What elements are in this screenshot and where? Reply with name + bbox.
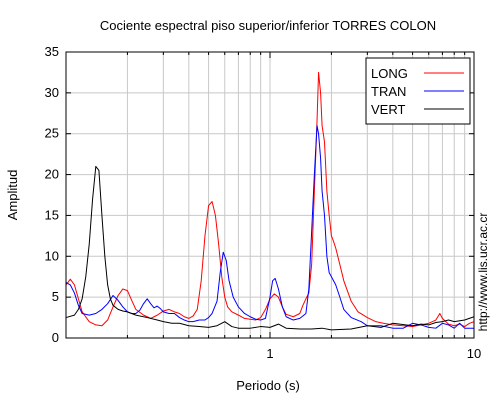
- legend-label-tran: TRAN: [371, 84, 406, 99]
- x-tick-label: 10: [467, 346, 481, 361]
- y-tick-label: 10: [45, 248, 59, 263]
- y-tick-label: 15: [45, 207, 59, 222]
- y-tick-label: 20: [45, 167, 59, 182]
- chart-title: Cociente espectral piso superior/inferio…: [100, 18, 436, 33]
- y-tick-label: 0: [52, 330, 59, 345]
- y-tick-label: 30: [45, 85, 59, 100]
- y-tick-label: 25: [45, 126, 59, 141]
- series-line-tran: [65, 125, 474, 329]
- axes: 0 5 10 15 20 25 30 35 1 10: [45, 44, 482, 361]
- x-axis-label: Periodo (s): [236, 378, 300, 393]
- legend: LONG TRAN VERT: [365, 57, 471, 125]
- y-axis-label: Amplitud: [5, 170, 20, 221]
- y-tick-label: 5: [52, 289, 59, 304]
- source-url: http://www.lis.ucr.ac.cr: [476, 213, 490, 332]
- legend-label-long: LONG: [371, 66, 408, 81]
- legend-label-vert: VERT: [371, 102, 405, 117]
- series-line-vert: [65, 165, 475, 331]
- legend-box: [365, 57, 471, 125]
- x-tick-label: 1: [266, 346, 273, 361]
- series-lines: [65, 71, 475, 331]
- y-tick-label: 35: [45, 44, 59, 59]
